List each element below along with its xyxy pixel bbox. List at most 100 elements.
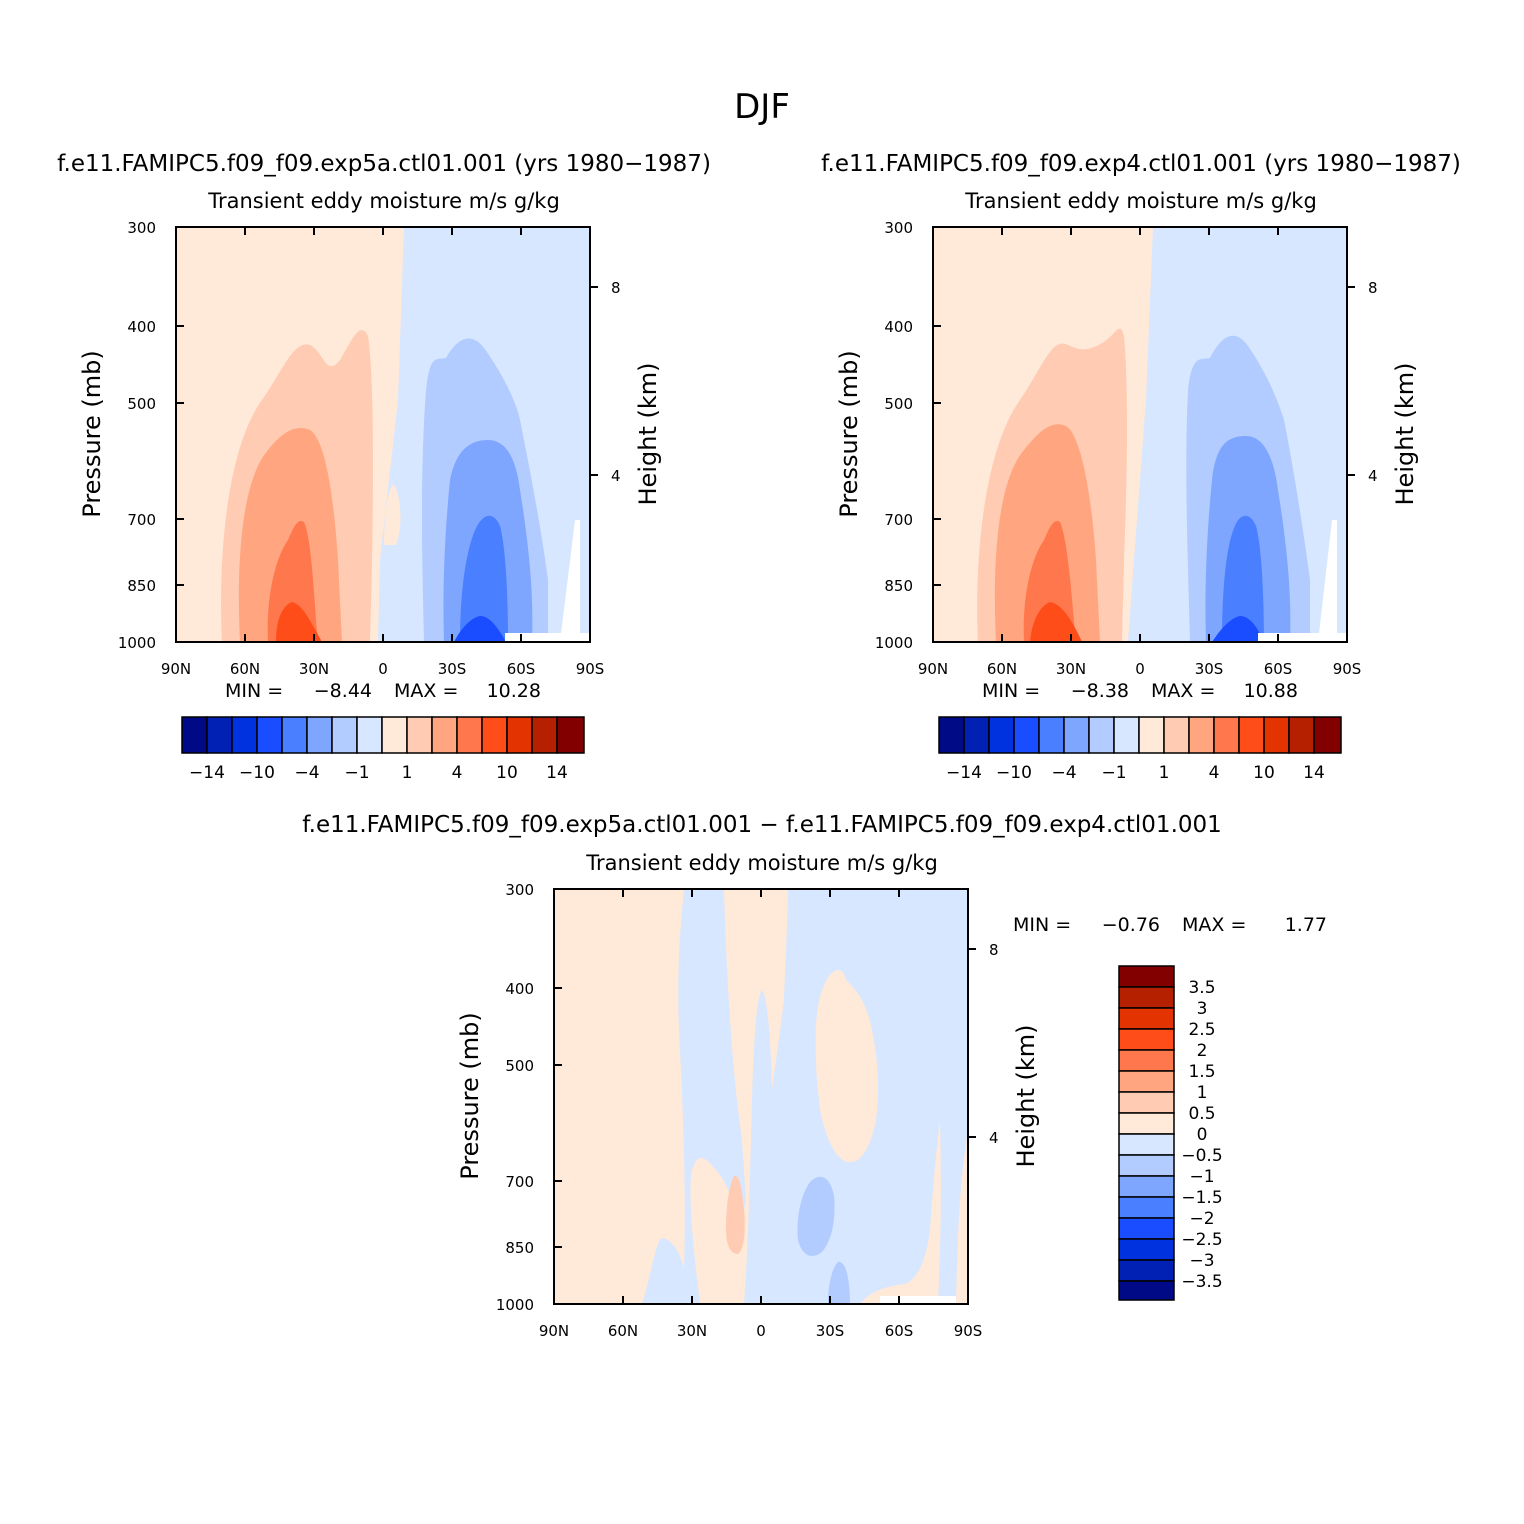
colorbar-box: [356, 716, 383, 754]
panel-subtitle: Transient eddy moisture m/s g/kg: [964, 189, 1317, 213]
colorbar-label: 3.5: [1188, 978, 1215, 998]
panel-run-title: f.e11.FAMIPC5.f09_f09.exp5a.ctl01.001 − …: [302, 812, 1222, 838]
region-missing-data: [880, 1296, 956, 1304]
colorbar-box: [1038, 716, 1065, 754]
colorbar-box: [1288, 716, 1315, 754]
y-tick-label: 700: [505, 1173, 534, 1191]
panel-diff: f.e11.FAMIPC5.f09_f09.exp5a.ctl01.001 − …: [302, 812, 1327, 1340]
x-tick-label: 0: [378, 660, 388, 678]
colorbar-label: −10: [239, 763, 275, 783]
colorbar-label: 2.5: [1188, 1020, 1215, 1040]
colorbar-label: −4: [1051, 763, 1076, 783]
region-diff-neg-north: [642, 889, 746, 1304]
y-axis-ticks: [933, 226, 1355, 643]
colorbar-label: 10: [496, 763, 518, 783]
colorbar-box: [1118, 1280, 1175, 1301]
y-tick-label: 500: [884, 395, 913, 413]
colorbar-box: [1118, 1217, 1175, 1240]
colorbar-box: [331, 716, 358, 754]
x-tick-label: 90S: [1333, 660, 1362, 678]
y-tick-label: 500: [127, 395, 156, 413]
colorbar-label: 2: [1197, 1041, 1208, 1061]
colorbar-label: −3: [1189, 1251, 1214, 1271]
y-tick-label: 700: [127, 511, 156, 529]
colorbar-box: [1118, 1112, 1175, 1135]
colorbar-label: 4: [1209, 763, 1220, 783]
colorbar-box: [456, 716, 483, 754]
x-tick-label: 0: [756, 1322, 766, 1340]
y2-tick-label: 4: [989, 1129, 999, 1147]
y-tick-label: 300: [505, 881, 534, 899]
panel-subtitle: Transient eddy moisture m/s g/kg: [585, 851, 938, 875]
x-tick-label: 30S: [438, 660, 467, 678]
contour-fills: [176, 227, 590, 642]
x-tick-label: 90N: [918, 660, 948, 678]
colorbar-label: 3: [1197, 999, 1208, 1019]
colorbar-box: [1088, 716, 1115, 754]
colorbar-box: [938, 716, 965, 754]
min-value: −0.76: [1102, 914, 1160, 936]
y2-tick-label: 4: [1368, 467, 1378, 485]
max-value: 1.77: [1285, 914, 1327, 936]
colorbar-label: −14: [946, 763, 982, 783]
colorbar-label: 14: [1303, 763, 1325, 783]
colorbar-box: [1263, 716, 1290, 754]
y-axis-label: Pressure (mb): [835, 350, 863, 517]
colorbar-label: −3.5: [1181, 1272, 1222, 1292]
y-tick-label: 400: [505, 980, 534, 998]
y-tick-label: 400: [884, 318, 913, 336]
colorbar-label: 14: [546, 763, 568, 783]
panel-run-title: f.e11.FAMIPC5.f09_f09.exp5a.ctl01.001 (y…: [57, 151, 711, 177]
colorbar-box: [1013, 716, 1040, 754]
x-tick-label: 60S: [885, 1322, 914, 1340]
region-missing-data: [1258, 633, 1320, 642]
colorbar-box: [181, 716, 208, 754]
colorbar-label: 0: [1197, 1125, 1208, 1145]
x-tick-label: 90S: [576, 660, 605, 678]
colorbar-label: 1: [1197, 1083, 1208, 1103]
panel-subtitle: Transient eddy moisture m/s g/kg: [207, 189, 560, 213]
y-tick-label: 500: [505, 1057, 534, 1075]
y-axis-ticks: [554, 888, 976, 1305]
colorbar-box: [1118, 1259, 1175, 1282]
colorbar-box: [1118, 1070, 1175, 1093]
colorbar-box: [231, 716, 258, 754]
x-tick-label: 30N: [1056, 660, 1086, 678]
x-tick-labels: 90N 60N 30N 0 30S 60S 90S: [918, 660, 1361, 678]
y2-tick-label: 4: [611, 467, 621, 485]
colorbar-box: [1163, 716, 1190, 754]
y2-tick-label: 8: [989, 941, 999, 959]
colorbar-box: [431, 716, 458, 754]
max-value: 10.88: [1244, 680, 1298, 702]
colorbar-labels: −14 −10 −4 −1 1 4 10 14: [946, 763, 1325, 783]
max-label: MAX =: [394, 680, 458, 702]
min-label: MIN =: [1013, 914, 1071, 936]
y-tick-labels: 300 400 500 700 850 1000: [496, 881, 534, 1314]
x-axis-ticks: [932, 227, 1348, 642]
colorbar-box: [256, 716, 283, 754]
y2-axis-label: Height (km): [1391, 363, 1419, 506]
y-tick-labels: 300 400 500 700 850 1000: [875, 219, 913, 652]
colorbar-label: 1: [402, 763, 413, 783]
region-diff-pos-1: [726, 1175, 745, 1254]
min-label: MIN =: [225, 680, 283, 702]
colorbar-box: [963, 716, 990, 754]
colorbar-box: [1118, 1133, 1175, 1156]
y-axis-ticks: [176, 226, 598, 643]
colorbar-label: 1: [1159, 763, 1170, 783]
contour-fills: [933, 227, 1347, 642]
x-tick-label: 30S: [816, 1322, 845, 1340]
colorbar-box: [1313, 716, 1342, 754]
max-label: MAX =: [1151, 680, 1215, 702]
x-tick-label: 60N: [608, 1322, 638, 1340]
y-axis-label: Pressure (mb): [78, 350, 106, 517]
colorbar-box: [1213, 716, 1240, 754]
colorbar-box: [406, 716, 433, 754]
colorbar-box: [506, 716, 533, 754]
x-tick-label: 90N: [161, 660, 191, 678]
x-tick-labels: 90N 60N 30N 0 30S 60S 90S: [161, 660, 604, 678]
colorbar: [938, 716, 1342, 754]
x-tick-label: 60S: [507, 660, 536, 678]
colorbar-label: 10: [1253, 763, 1275, 783]
